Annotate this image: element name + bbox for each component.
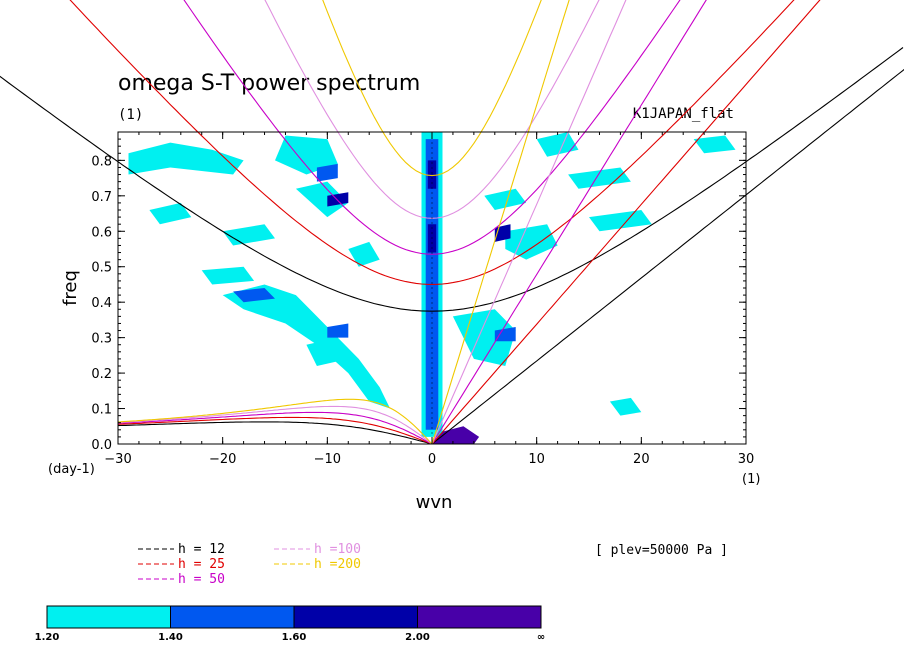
colorbar-segment-2 — [293, 605, 418, 629]
contour-region-16 — [693, 135, 736, 154]
colorbar-label-4: ∞ — [537, 632, 545, 643]
case-label: K1JAPAN_flat — [633, 106, 734, 122]
contour-region-18 — [233, 288, 275, 303]
y-tick-label-5: 0.5 — [91, 261, 112, 276]
contour-region-20 — [327, 323, 349, 338]
colorbar-segment-0 — [46, 605, 171, 629]
legend-label-3: h =100 — [314, 542, 361, 557]
y-unit-label: (day-1) — [48, 462, 95, 477]
contour-region-10 — [505, 224, 558, 260]
y-tick-label-0: 0.0 — [91, 438, 112, 453]
rossby-curve-0 — [117, 421, 433, 444]
colorbar-label-3: 2.00 — [405, 632, 430, 643]
legend-label-1: h = 25 — [178, 557, 225, 572]
contour-region-21 — [494, 327, 516, 342]
contour-region-8 — [306, 337, 349, 366]
x-tick-label-2: −10 — [314, 452, 341, 467]
y-axis-label: freq — [60, 270, 81, 306]
x-unit-label: (1) — [742, 472, 760, 487]
legend-label-4: h =200 — [314, 557, 361, 572]
chart-title: omega S-T power spectrum — [118, 71, 420, 96]
y-tick-label-8: 0.8 — [91, 154, 112, 169]
kelvin-curve-2 — [431, 0, 707, 444]
x-tick-label-5: 20 — [633, 452, 650, 467]
y-tick-label-1: 0.1 — [91, 403, 112, 418]
legend-label-2: h = 50 — [178, 572, 225, 587]
colorbar: 1.20 1.40 1.60 2.00 ∞ — [35, 605, 545, 643]
rossby-curve-3 — [117, 405, 433, 444]
contour-region-13 — [589, 210, 652, 232]
axes: −30 −20 −10 0 10 20 30 0.0 0.1 0.2 0.3 0.4 0.5 0.6 0.7… — [91, 131, 755, 467]
x-tick-label-0: −30 — [104, 452, 131, 467]
chart-subtitle: (1) — [118, 107, 143, 123]
plev-annotation: [ plev=50000 Pa ] — [595, 543, 728, 558]
contour-region-12 — [568, 167, 631, 189]
contour-region-4 — [201, 266, 255, 285]
contour-region-15 — [609, 397, 642, 416]
x-tick-label-3: 0 — [428, 452, 436, 467]
contour-region-5 — [222, 284, 391, 409]
ig-curve-1 — [69, 0, 795, 285]
contour-region-9 — [452, 309, 516, 366]
contour-region-19 — [316, 163, 338, 182]
y-tick-label-3: 0.3 — [91, 332, 112, 347]
contour-region-2 — [149, 202, 192, 225]
ig-curve-4 — [322, 0, 542, 177]
colorbar-segment-1 — [170, 605, 295, 629]
contour-region-23 — [327, 192, 349, 207]
y-tick-label-4: 0.4 — [91, 296, 112, 311]
y-tick-label-2: 0.2 — [91, 367, 112, 382]
contour-region-7 — [348, 241, 380, 267]
contour-region-1 — [275, 135, 338, 175]
y-tick-label-6: 0.6 — [91, 225, 112, 240]
contour-region-6 — [295, 181, 349, 218]
kelvin-curve-1 — [431, 0, 821, 444]
contour-region-0 — [128, 142, 244, 175]
x-tick-label-6: 30 — [738, 452, 755, 467]
x-tick-label-4: 10 — [528, 452, 545, 467]
x-tick-label-1: −20 — [209, 452, 236, 467]
colorbar-segment-3 — [417, 605, 542, 629]
rossby-curve-4 — [117, 398, 433, 444]
colorbar-label-0: 1.20 — [35, 632, 60, 643]
contour-region-11 — [536, 132, 579, 157]
colorbar-label-2: 1.60 — [282, 632, 307, 643]
kelvin-curve-4 — [431, 0, 570, 444]
contour-region-3 — [222, 224, 275, 246]
ig-curve-2 — [183, 0, 681, 255]
rossby-curve-2 — [117, 411, 433, 444]
contour-region-14 — [484, 188, 527, 210]
kelvin-curve-3 — [431, 0, 627, 444]
y-tick-label-7: 0.7 — [91, 190, 112, 205]
contour-region-27 — [432, 426, 480, 444]
legend-label-0: h = 12 — [178, 542, 225, 557]
colorbar-label-1: 1.40 — [158, 632, 183, 643]
rossby-curve-1 — [117, 416, 433, 444]
contour-region-24 — [427, 160, 437, 189]
x-axis-label: wvn — [416, 492, 453, 513]
dispersion-curves-layer — [0, 0, 904, 444]
